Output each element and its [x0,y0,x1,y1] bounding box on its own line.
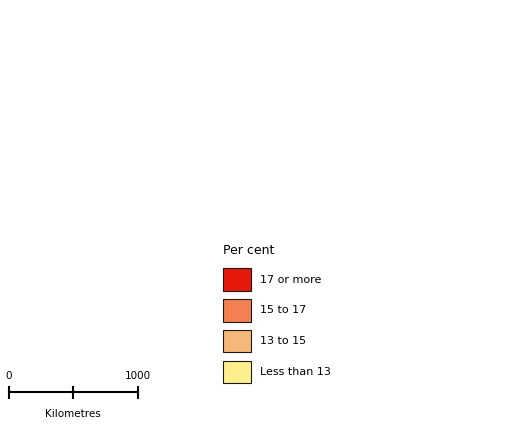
Bar [223,361,251,383]
Text: 0: 0 [6,372,12,381]
Text: Per cent: Per cent [223,244,275,257]
Text: Less than 13: Less than 13 [260,367,331,377]
Bar [223,330,251,353]
Text: 1000: 1000 [124,372,151,381]
Bar [223,268,251,291]
Text: 13 to 15: 13 to 15 [260,336,306,346]
Text: Kilometres: Kilometres [45,409,101,419]
Text: 17 or more: 17 or more [260,275,321,285]
Text: 15 to 17: 15 to 17 [260,305,306,315]
Bar [223,299,251,322]
